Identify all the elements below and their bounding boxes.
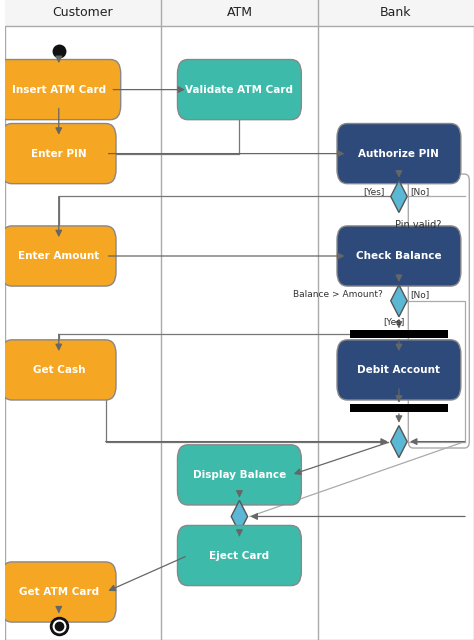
Text: Debit Account: Debit Account <box>357 365 440 375</box>
Text: [No]: [No] <box>410 187 429 196</box>
Text: Insert ATM Card: Insert ATM Card <box>12 84 106 95</box>
Text: Bank: Bank <box>380 6 411 19</box>
Polygon shape <box>391 285 407 317</box>
Polygon shape <box>231 500 247 532</box>
Text: Check Balance: Check Balance <box>356 251 442 261</box>
Text: [Yes]: [Yes] <box>383 317 405 326</box>
Text: Authorize PIN: Authorize PIN <box>358 148 439 159</box>
Polygon shape <box>391 426 407 458</box>
Text: Validate ATM Card: Validate ATM Card <box>185 84 293 95</box>
FancyBboxPatch shape <box>1 124 116 184</box>
FancyBboxPatch shape <box>337 124 461 184</box>
Text: [Yes]: [Yes] <box>364 187 385 196</box>
FancyBboxPatch shape <box>0 60 121 120</box>
Text: Customer: Customer <box>53 6 113 19</box>
Text: Enter Amount: Enter Amount <box>18 251 100 261</box>
Text: Pin valid?: Pin valid? <box>394 220 441 230</box>
Text: Display Balance: Display Balance <box>193 470 286 480</box>
Bar <box>350 330 448 339</box>
Bar <box>5 0 474 26</box>
Text: ATM: ATM <box>227 6 253 19</box>
FancyBboxPatch shape <box>337 226 461 286</box>
Text: Get Cash: Get Cash <box>33 365 85 375</box>
Bar <box>350 404 448 413</box>
FancyBboxPatch shape <box>1 562 116 622</box>
FancyBboxPatch shape <box>177 525 301 586</box>
Text: [No]: [No] <box>410 290 429 299</box>
Text: Balance > Amount?: Balance > Amount? <box>293 290 383 299</box>
Text: Get ATM Card: Get ATM Card <box>18 587 99 597</box>
FancyBboxPatch shape <box>177 445 301 505</box>
FancyBboxPatch shape <box>1 340 116 400</box>
FancyBboxPatch shape <box>337 340 461 400</box>
Polygon shape <box>391 180 407 212</box>
FancyBboxPatch shape <box>177 60 301 120</box>
FancyBboxPatch shape <box>1 226 116 286</box>
Text: Enter PIN: Enter PIN <box>31 148 87 159</box>
Text: Eject Card: Eject Card <box>210 550 270 561</box>
